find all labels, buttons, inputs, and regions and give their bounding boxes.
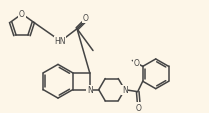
Text: N: N (87, 85, 93, 94)
Text: O: O (136, 103, 142, 112)
Text: HN: HN (54, 37, 66, 46)
Text: O: O (19, 10, 25, 19)
Text: O: O (133, 59, 139, 68)
Text: O: O (83, 14, 89, 23)
Text: N: N (122, 85, 128, 94)
